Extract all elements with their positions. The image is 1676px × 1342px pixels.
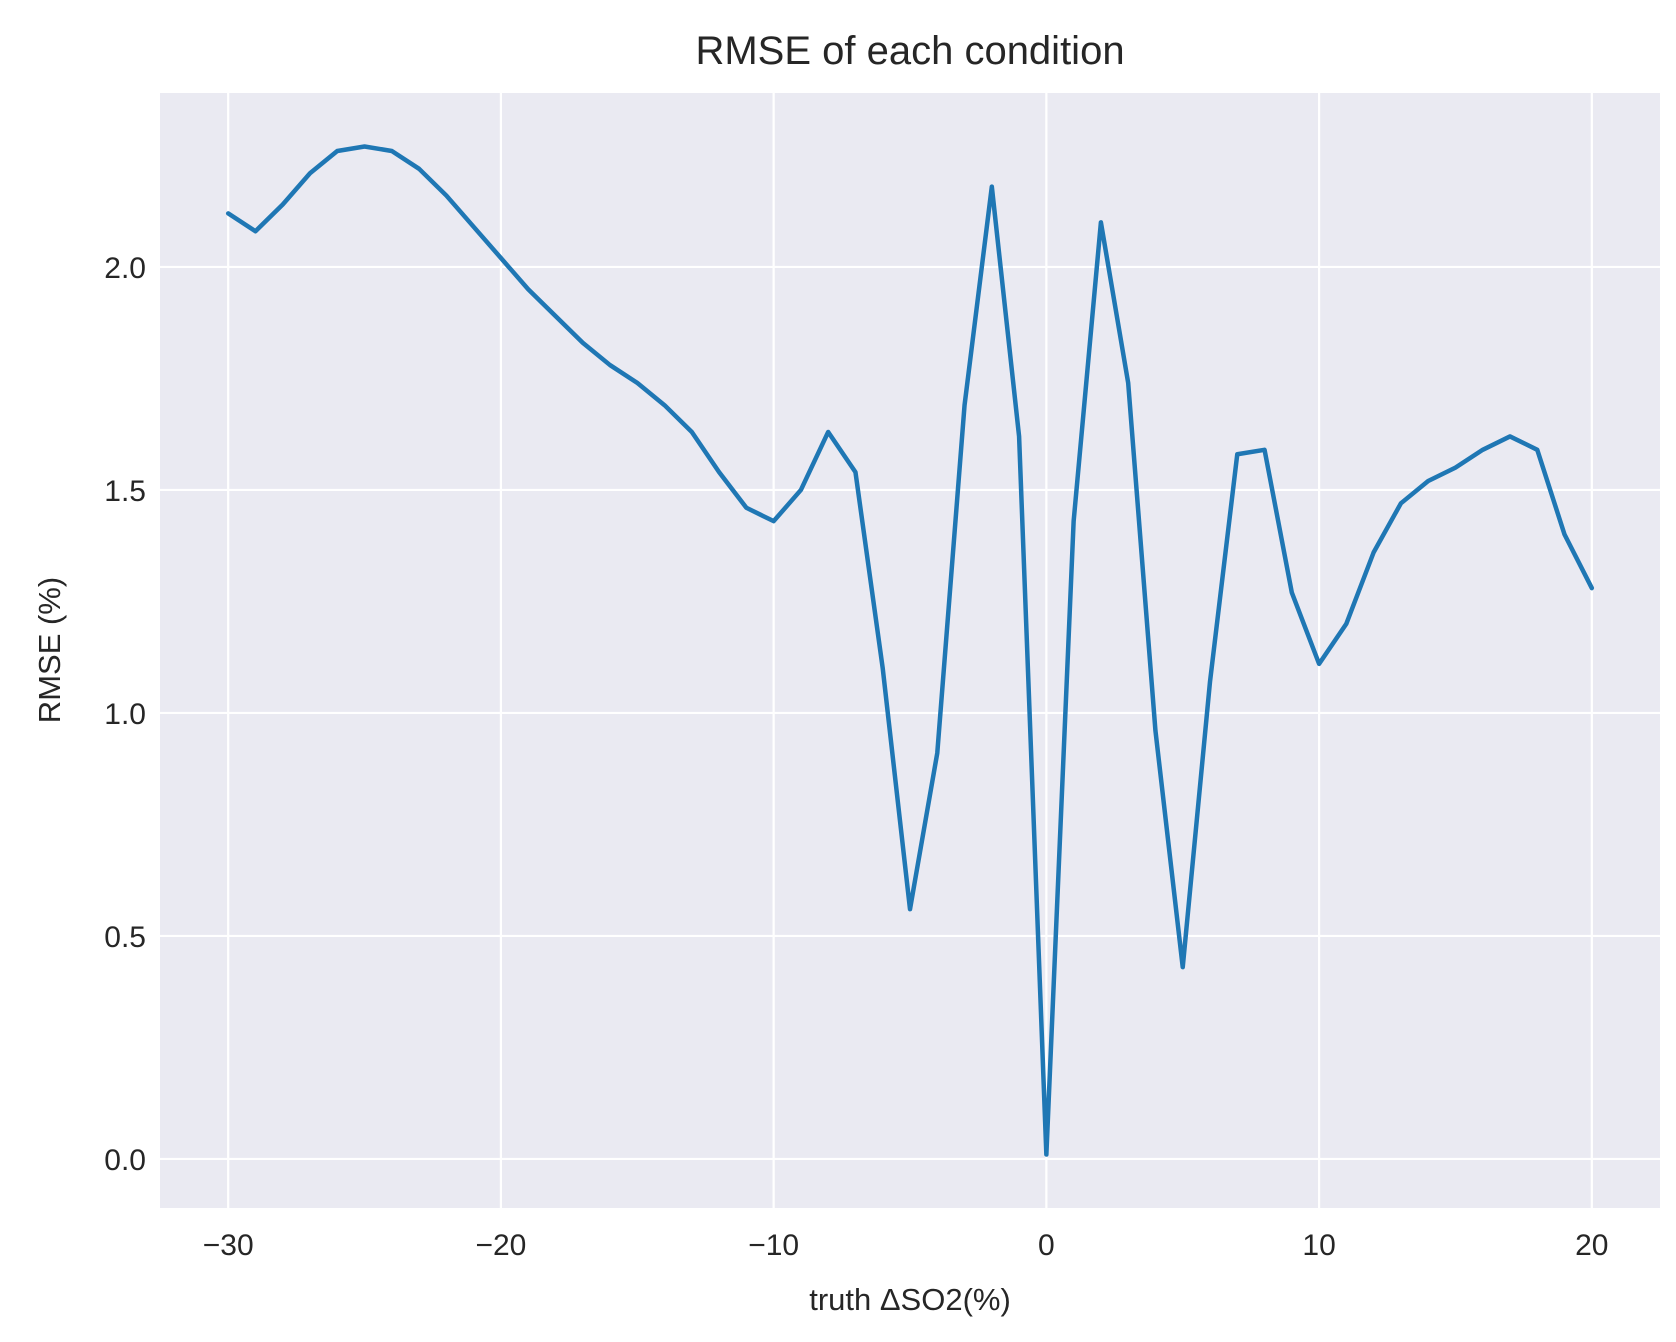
y-tick-label: 2.0 <box>104 252 146 285</box>
x-tick-label: 20 <box>1575 1229 1608 1262</box>
x-gridlines <box>227 93 1593 1208</box>
x-axis-label: truth ΔSO2(%) <box>809 1282 1011 1317</box>
plot-background <box>160 93 1660 1208</box>
chart-title: RMSE of each condition <box>695 29 1124 73</box>
y-axis-label: RMSE (%) <box>32 577 67 723</box>
x-tick-label: 0 <box>1038 1229 1055 1262</box>
x-tick-label: −20 <box>475 1229 526 1262</box>
x-tick-label: −10 <box>748 1229 799 1262</box>
y-tick-label: 1.5 <box>104 475 146 508</box>
x-tick-label: −30 <box>203 1229 254 1262</box>
x-tick-labels: −30 −20 −10 0 10 20 <box>203 1229 1609 1262</box>
y-tick-label: 1.0 <box>104 698 146 731</box>
y-tick-label: 0.0 <box>104 1144 146 1177</box>
y-tick-labels: 0.0 0.5 1.0 1.5 2.0 <box>104 252 146 1177</box>
y-tick-label: 0.5 <box>104 921 146 954</box>
x-tick-label: 10 <box>1302 1229 1335 1262</box>
rmse-series-line <box>225 144 1595 1157</box>
y-gridlines <box>160 265 1660 1161</box>
